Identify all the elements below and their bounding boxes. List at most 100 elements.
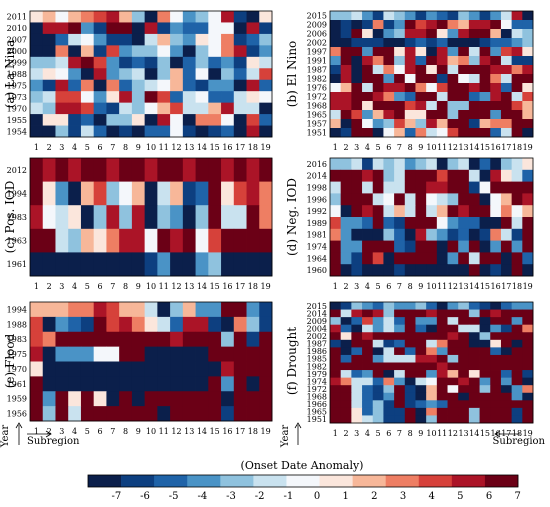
x-tick-label: 11 [437,282,447,291]
heatmap-cell [490,324,502,333]
colorbar-segment [154,475,188,487]
heatmap-cell [458,158,470,171]
heatmap-cell [195,33,209,46]
heatmap-cell [372,400,384,409]
heatmap-cell [157,406,171,422]
heatmap-cell [362,339,374,348]
heatmap-cell [404,392,416,401]
heatmap-cell [351,181,363,194]
heatmap-cell [68,181,82,206]
heatmap-cell [55,376,69,392]
heatmap-cell [394,240,406,253]
colorbar-tick-label: -3 [226,491,236,502]
heatmap-cell [157,45,171,58]
heatmap-cell [490,252,502,265]
x-tick-label: 19 [523,429,533,438]
heatmap-cell [157,376,171,392]
y-tick-label: 2014 [307,309,327,318]
heatmap-cell [340,317,352,326]
heatmap-cell [404,101,416,111]
y-tick-label: 1960 [307,266,327,275]
heatmap-cell [372,65,384,75]
heatmap-cell [68,79,82,92]
heatmap-cell [157,33,171,46]
x-tick-label: 14 [197,427,207,436]
heatmap-cell [468,65,480,75]
x-tick-label: 4 [365,282,370,291]
x-tick-label: 18 [512,143,522,152]
heatmap-cell [362,101,374,111]
heatmap-cell [522,264,534,277]
heatmap-cell [80,331,95,348]
heatmap-cell [68,391,82,407]
heatmap-cell [404,407,416,416]
heatmap-cell [68,56,82,69]
heatmap-cell [340,74,352,84]
heatmap-cell [468,324,480,333]
heatmap-cell [479,415,491,424]
heatmap-cell [208,158,222,182]
heatmap-cell [426,264,438,277]
heatmap-cell [458,377,470,386]
heatmap-cell [93,252,107,277]
heatmap-cell [195,114,209,126]
heatmap-cell [415,228,427,241]
heatmap-cell [330,385,342,394]
heatmap-cell [42,406,56,422]
heatmap-cell [144,91,158,104]
y-tick-label: 1985 [307,355,327,364]
heatmap-cell [468,56,480,66]
heatmap-cell [119,316,133,333]
heatmap-cell [511,370,523,379]
y-tick-label: 1961 [7,260,27,269]
heatmap-cell [404,65,416,75]
heatmap-cell [106,79,120,92]
heatmap-cell [330,228,342,241]
heatmap-cell [182,361,196,377]
heatmap-cell [246,114,260,126]
x-tick-label: 15 [210,143,220,152]
heatmap-cell [93,68,107,81]
heatmap-cell [458,415,470,424]
heatmap-cell [447,317,459,326]
heatmap-cell [404,74,416,84]
heatmap-cell [383,362,395,371]
heatmap-cell [195,56,209,69]
y-tick-label: 1961 [7,380,27,389]
heatmap-cell [42,376,56,392]
heatmap-cell [68,45,82,58]
heatmap-cell [372,92,384,102]
heatmap-cell [500,377,513,386]
heatmap-cell [351,385,363,394]
heatmap-cell [80,22,95,35]
heatmap-cell [415,181,427,194]
heatmap-cell [362,193,374,206]
heatmap-cell [490,228,502,241]
heatmap-cell [458,347,470,356]
panel-frame [329,301,534,424]
heatmap-cell [208,316,222,333]
heatmap-cell [195,406,209,422]
heatmap-cell [208,181,222,206]
heatmap-cell [490,354,502,363]
heatmap-cell [93,376,107,392]
heatmap-cell [490,119,502,129]
heatmap-cell [362,240,374,253]
heatmap-cell [415,74,427,84]
x-tick-label: 8 [408,282,413,291]
heatmap-cell [330,169,342,182]
heatmap-cell [221,228,235,253]
heatmap-cell [68,228,82,253]
heatmap-cell [340,92,352,102]
heatmap-cell [144,252,158,277]
heatmap-cell [80,91,95,104]
heatmap-cell [195,22,209,35]
heatmap-cell [511,309,523,318]
heatmap-cell [362,65,374,75]
year-arrow-head [15,422,23,429]
x-tick-label: 8 [408,429,413,438]
heatmap-cell [42,79,56,92]
heatmap-cell [468,240,480,253]
heatmap-cell [233,302,247,318]
heatmap-cell [468,169,480,182]
